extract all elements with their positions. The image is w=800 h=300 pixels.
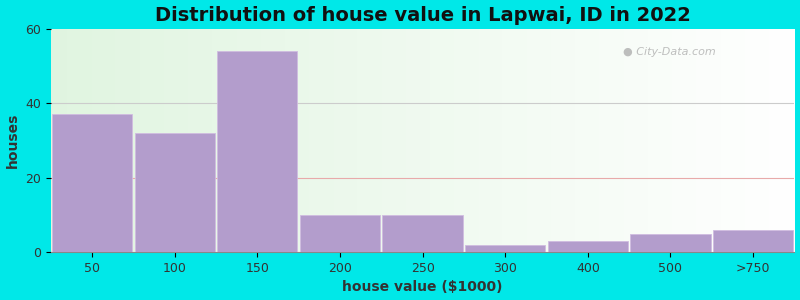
- Y-axis label: houses: houses: [6, 113, 19, 168]
- Title: Distribution of house value in Lapwai, ID in 2022: Distribution of house value in Lapwai, I…: [154, 6, 690, 25]
- Bar: [134, 133, 214, 252]
- Bar: [218, 51, 298, 252]
- Text: ● City-Data.com: ● City-Data.com: [623, 47, 716, 57]
- Bar: [382, 215, 462, 252]
- Bar: [300, 215, 380, 252]
- Bar: [713, 230, 794, 252]
- Bar: [52, 115, 132, 252]
- Bar: [630, 234, 710, 252]
- X-axis label: house value ($1000): house value ($1000): [342, 280, 503, 294]
- Bar: [548, 241, 628, 252]
- Bar: [465, 245, 546, 252]
